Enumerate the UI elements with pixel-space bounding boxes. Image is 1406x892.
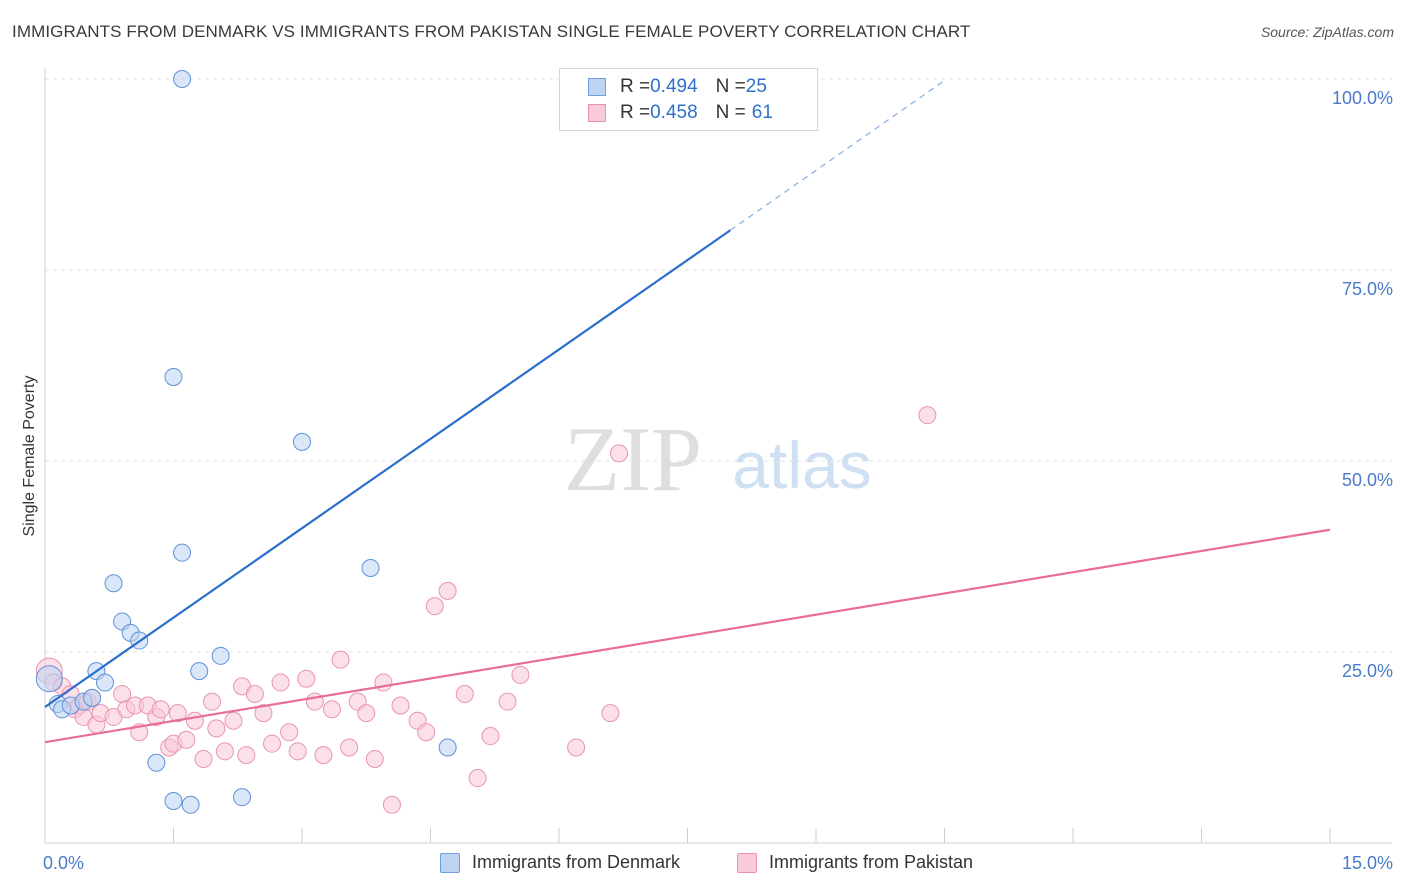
bottom-legend-label-denmark: Immigrants from Denmark [472, 852, 681, 872]
point-denmark [211, 646, 230, 665]
point-pakistan [314, 746, 333, 765]
legend-swatch-pakistan [588, 104, 606, 122]
point-denmark [173, 543, 192, 562]
point-pakistan [263, 734, 282, 753]
point-pakistan [567, 738, 586, 757]
point-pakistan [288, 742, 307, 761]
y-tick-label: 25.0% [1342, 661, 1393, 681]
trend-line-pakistan [44, 528, 1331, 744]
point-pakistan [254, 704, 273, 723]
bottom-legend-label-pakistan: Immigrants from Pakistan [769, 852, 974, 872]
point-pakistan [322, 700, 341, 719]
point-denmark [104, 574, 123, 593]
point-pakistan [425, 597, 444, 616]
legend-r-label: R = [620, 76, 651, 97]
point-denmark [83, 688, 102, 707]
y-tick-label: 50.0% [1342, 470, 1393, 490]
series-denmark-points [35, 70, 628, 814]
point-pakistan [511, 665, 530, 684]
legend-row-pakistan: R = 0.458 N = 61 [560, 100, 773, 126]
axes [44, 68, 1392, 844]
point-pakistan [224, 711, 243, 730]
legend-n-value: 61 [751, 102, 773, 123]
trend-lines [44, 79, 1331, 744]
chart-title: IMMIGRANTS FROM DENMARK VS IMMIGRANTS FR… [12, 22, 971, 41]
point-pakistan [918, 406, 937, 425]
legend-n-label: N = [715, 102, 746, 123]
point-pakistan [168, 704, 187, 723]
point-denmark [190, 662, 209, 681]
point-pakistan [207, 719, 226, 738]
bottom-legend-denmark: Immigrants from Denmark [440, 852, 680, 873]
watermark-zip: ZIP [564, 408, 702, 510]
point-denmark [147, 753, 166, 772]
point-denmark [173, 70, 192, 88]
point-pakistan [194, 749, 213, 768]
point-pakistan [455, 685, 474, 704]
legend-r-label: R = [620, 102, 651, 123]
point-pakistan [498, 692, 517, 711]
point-pakistan [391, 696, 410, 715]
source-label: Source: ZipAtlas.com [1260, 24, 1394, 40]
watermark-atlas: atlas [732, 428, 871, 502]
correlation-legend: R = 0.494 N = 25 R = 0.458 N = 61 [559, 68, 818, 131]
point-denmark [361, 558, 380, 577]
watermark: ZIP atlas [564, 408, 872, 510]
point-pakistan [468, 769, 487, 788]
legend-row-denmark: R = 0.494 N = 25 [560, 74, 767, 100]
point-pakistan [601, 704, 620, 723]
point-denmark [293, 432, 311, 451]
point-pakistan [438, 581, 457, 600]
point-pakistan [245, 685, 264, 704]
trend-line-denmark [44, 229, 731, 708]
legend-n-value: 25 [745, 76, 767, 97]
point-pakistan [185, 711, 204, 730]
point-pakistan [357, 704, 376, 723]
point-pakistan [365, 749, 384, 768]
bottom-legend-pakistan: Immigrants from Pakistan [737, 852, 973, 873]
legend-n-label: N = [715, 76, 746, 97]
legend-r-value: 0.494 [650, 76, 698, 97]
point-pakistan [177, 730, 196, 749]
point-pakistan [203, 692, 222, 711]
point-denmark [164, 367, 183, 386]
x-tick-label-max: 15.0% [1342, 853, 1393, 873]
point-pakistan [417, 723, 436, 742]
tick-labels: 25.0% 50.0% 75.0% 100.0% 0.0% 15.0% [43, 88, 1393, 873]
point-pakistan [331, 650, 350, 669]
point-denmark [164, 791, 183, 810]
point-pakistan [280, 723, 299, 742]
point-pakistan [237, 746, 256, 765]
point-denmark [95, 673, 114, 692]
legend-r-value: 0.458 [650, 102, 698, 123]
legend-swatch-denmark [588, 78, 606, 96]
point-pakistan [340, 738, 359, 757]
point-denmark [233, 788, 252, 807]
point-pakistan [481, 727, 500, 746]
x-tick-label-min: 0.0% [43, 853, 84, 873]
point-pakistan [609, 444, 628, 463]
y-tick-label: 100.0% [1332, 88, 1393, 108]
point-pakistan [374, 673, 393, 692]
point-denmark [181, 795, 200, 814]
y-axis-title: Single Female Poverty [21, 376, 38, 537]
bottom-legend-swatch-pakistan [737, 852, 757, 873]
point-pakistan [382, 795, 401, 814]
point-denmark [35, 665, 63, 693]
point-denmark [438, 738, 457, 757]
bottom-legend-swatch-denmark [440, 852, 460, 873]
point-pakistan [151, 700, 170, 719]
point-pakistan [297, 669, 316, 688]
point-pakistan [271, 673, 290, 692]
point-pakistan [215, 742, 234, 761]
y-tick-label: 75.0% [1342, 279, 1393, 299]
